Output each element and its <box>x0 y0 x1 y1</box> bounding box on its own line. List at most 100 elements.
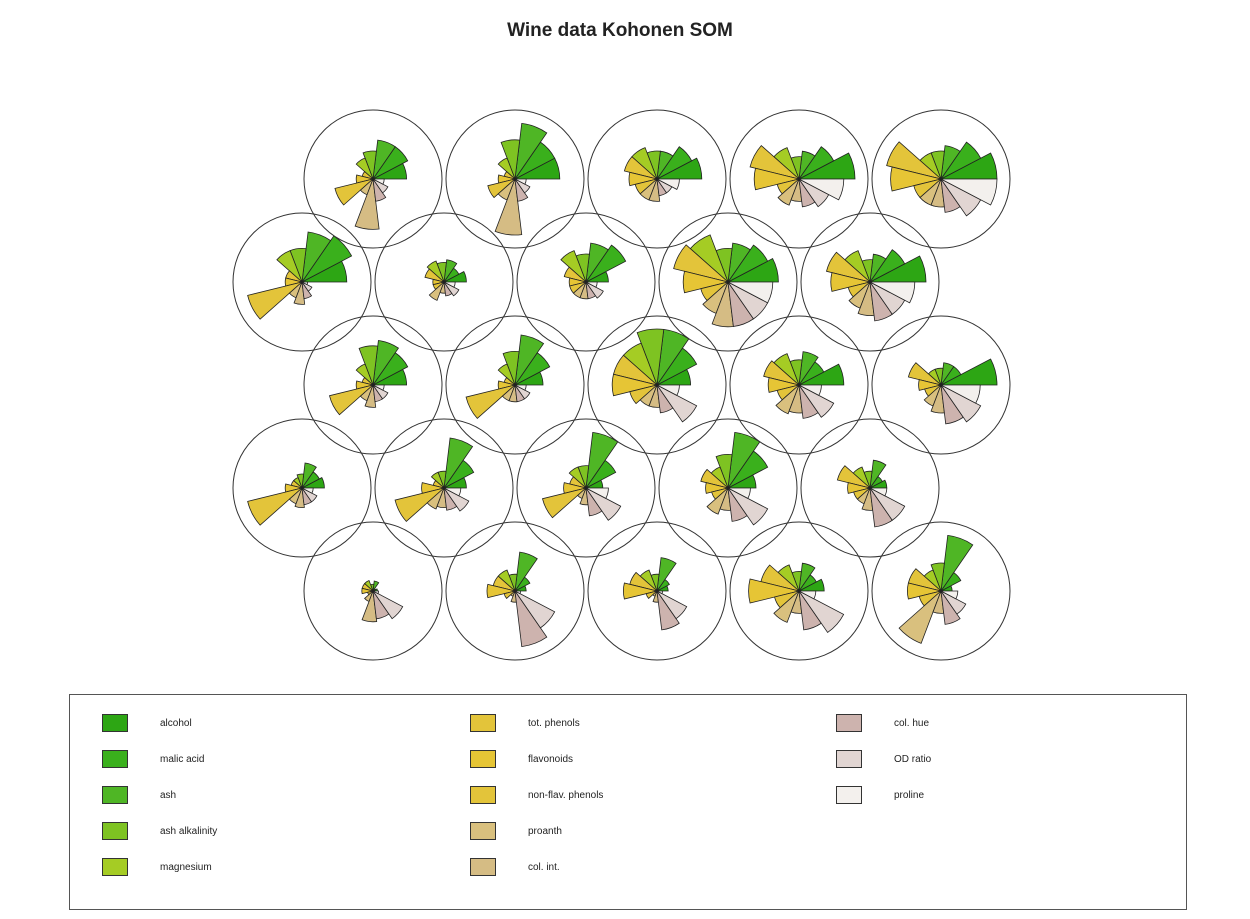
som-cell <box>374 212 514 352</box>
cell-circle <box>232 418 372 558</box>
segment-ash-alkalinity <box>715 453 733 489</box>
segment-magnesium <box>430 471 445 489</box>
segment-tot-phenols <box>886 141 942 180</box>
segment-proline <box>372 384 385 391</box>
segment-ash <box>798 150 816 180</box>
segment-proline <box>869 281 916 304</box>
segment-od-ratio <box>727 487 769 526</box>
segment-flavonoids <box>361 587 374 595</box>
legend-item: ash alkalinity <box>102 821 217 841</box>
segment-col-int <box>361 590 378 623</box>
segment-ash-alkalinity <box>930 562 945 592</box>
som-cell <box>871 109 1011 249</box>
segment-proanth <box>773 590 800 623</box>
segment-proanth <box>428 281 445 301</box>
segment-flavonoids <box>830 272 871 292</box>
legend-item: flavonoids <box>470 749 573 769</box>
segment-ash <box>869 253 887 283</box>
segment-non-flav-phenols <box>465 384 516 419</box>
legend-swatch <box>470 750 496 768</box>
segment-non-flav-phenols <box>645 590 658 599</box>
segment-ash-alkalinity <box>500 139 521 180</box>
legend-item: tot. phenols <box>470 713 580 733</box>
segment-col-int <box>494 178 523 236</box>
segment-tot-phenols <box>673 244 729 283</box>
segment-alcohol <box>656 157 703 180</box>
segment-ash <box>585 242 609 283</box>
segment-col-hue <box>940 590 961 625</box>
segment-proline <box>940 384 981 404</box>
som-cell <box>871 315 1011 455</box>
cell-circle <box>871 109 1011 249</box>
segment-ash <box>372 340 400 386</box>
segment-col-int <box>354 178 380 230</box>
segment-proline <box>585 281 598 288</box>
segment-od-ratio <box>514 590 556 629</box>
segment-ash-alkalinity <box>502 350 520 386</box>
segment-proline <box>656 178 680 190</box>
segment-ash <box>656 557 677 592</box>
segment-ash-alkalinity <box>636 328 665 386</box>
cell-circle <box>445 109 585 249</box>
som-cell <box>800 418 940 558</box>
segment-malic-acid <box>585 244 627 283</box>
cell-circle <box>303 109 443 249</box>
segment-magnesium <box>568 466 587 489</box>
segment-od-ratio <box>372 590 404 620</box>
segment-non-flav-phenols <box>247 487 303 526</box>
segment-alcohol <box>727 258 779 283</box>
segment-ash <box>372 139 396 180</box>
legend-swatch <box>470 822 496 840</box>
legend-item: alcohol <box>102 713 192 733</box>
legend-swatch <box>836 786 862 804</box>
cell-circle <box>232 212 372 352</box>
som-cell <box>303 521 443 661</box>
segment-ash <box>514 122 548 180</box>
segment-flavonoids <box>628 171 658 187</box>
legend-label: ash alkalinity <box>160 825 218 837</box>
segment-non-flav-phenols <box>334 178 374 206</box>
som-cell <box>587 521 727 661</box>
segment-flavonoids <box>847 482 871 494</box>
segment-od-ratio <box>372 384 389 400</box>
segment-ash <box>301 462 317 489</box>
cell-circle <box>374 418 514 558</box>
segment-tot-phenols <box>700 468 729 489</box>
legend-label: malic acid <box>160 753 205 765</box>
segment-magnesium <box>355 157 374 180</box>
segment-od-ratio <box>301 281 313 292</box>
segment-proline <box>514 384 527 391</box>
segment-od-ratio <box>585 487 622 521</box>
cell-circle <box>516 418 656 558</box>
segment-od-ratio <box>443 281 460 297</box>
segment-ash <box>798 562 816 592</box>
segment-od-ratio <box>940 384 982 423</box>
legend: alcohol malic acid ash ash alkalinity magnes… <box>69 694 1187 910</box>
segment-proline <box>443 281 456 288</box>
legend-swatch <box>102 858 128 876</box>
segment-ash <box>443 437 474 489</box>
segment-flavonoids <box>705 482 729 494</box>
segment-non-flav-phenols <box>629 384 658 405</box>
cell-circle <box>729 109 869 249</box>
som-cell <box>729 109 869 249</box>
legend-item: magnesium <box>102 857 212 877</box>
segment-non-flav-phenols <box>329 384 374 416</box>
legend-swatch <box>470 786 496 804</box>
som-segments-plot <box>232 109 1011 661</box>
segment-ash <box>940 362 955 386</box>
segment-od-ratio <box>514 178 531 194</box>
segment-col-hue <box>514 178 529 202</box>
segment-ash-alkalinity <box>296 473 305 489</box>
segment-proline <box>727 281 774 304</box>
segment-proline <box>727 487 751 499</box>
segment-ash <box>514 334 545 386</box>
som-cell <box>445 315 585 455</box>
segment-non-flav-phenols <box>487 178 516 199</box>
segment-od-ratio <box>372 178 389 194</box>
segment-flavonoids <box>623 582 658 600</box>
segment-tot-phenols <box>749 145 800 180</box>
legend-label: non-flav. phenols <box>528 789 604 801</box>
segment-tot-phenols <box>836 465 871 489</box>
som-cell <box>587 109 727 249</box>
